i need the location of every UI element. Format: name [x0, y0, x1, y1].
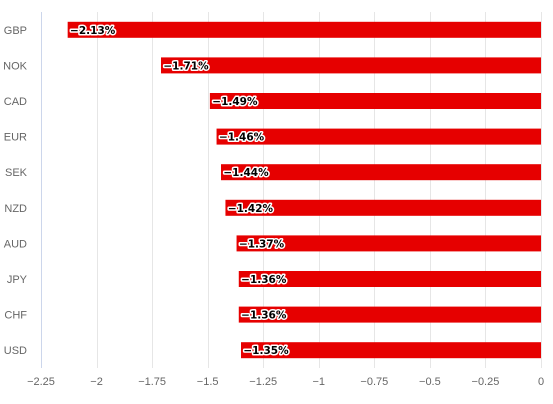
bars — [67, 21, 542, 359]
bar-nzd — [225, 199, 541, 216]
data-label: −2.13% — [70, 25, 116, 37]
category-label: AUD — [4, 238, 27, 250]
bar-usd — [241, 342, 541, 359]
category-label: SEK — [5, 167, 28, 179]
x-tick-label: −1.5 — [197, 376, 219, 388]
x-tick-label: −2 — [90, 376, 103, 388]
x-tick-label: −0.25 — [472, 376, 500, 388]
data-label: −1.42% — [228, 203, 274, 215]
x-tick-label: −1 — [313, 376, 326, 388]
bar-nok — [161, 57, 541, 74]
category-label: CHF — [4, 310, 27, 322]
category-label: NZD — [4, 203, 27, 215]
data-labels: −2.13% −1.71% −1.49% −1.46% −1.44% −1.42% −1.3… — [69, 23, 291, 358]
category-label: CAD — [4, 96, 27, 108]
bar-jpy — [238, 271, 541, 287]
category-label: EUR — [4, 132, 27, 144]
data-label: −1.44% — [223, 167, 269, 179]
data-label: −1.37% — [239, 238, 285, 250]
bar-gbp — [67, 21, 542, 38]
bar-chf — [238, 306, 541, 323]
data-label: −1.36% — [241, 274, 287, 286]
data-label: −1.36% — [241, 310, 287, 322]
x-tick-label: −1.25 — [249, 376, 277, 388]
x-tick-label: −1.75 — [138, 376, 166, 388]
x-tick-label: −2.25 — [27, 376, 55, 388]
bar-cad — [209, 93, 541, 109]
bar-eur — [216, 128, 542, 145]
bar-sek — [221, 164, 541, 181]
category-labels: GBP NOK CAD EUR SEK NZD AUD JPY CHF USD — [3, 25, 28, 357]
x-tick-label: 0 — [538, 376, 544, 388]
data-label: −1.71% — [163, 60, 209, 72]
category-label: NOK — [3, 60, 28, 72]
x-axis-tick-labels: −2.25 −2 −1.75 −1.5 −1.25 −1 −0.75 −0.5 −0.25 0 — [27, 376, 544, 388]
category-label: USD — [4, 345, 27, 357]
data-label: −1.46% — [219, 132, 265, 144]
category-label: JPY — [7, 274, 28, 286]
x-tick-label: −0.75 — [360, 376, 388, 388]
data-label: −1.49% — [212, 96, 258, 108]
x-tick-label: −0.5 — [419, 376, 441, 388]
bar-aud — [236, 235, 542, 252]
data-label: −1.35% — [243, 345, 289, 357]
category-label: GBP — [4, 25, 27, 37]
